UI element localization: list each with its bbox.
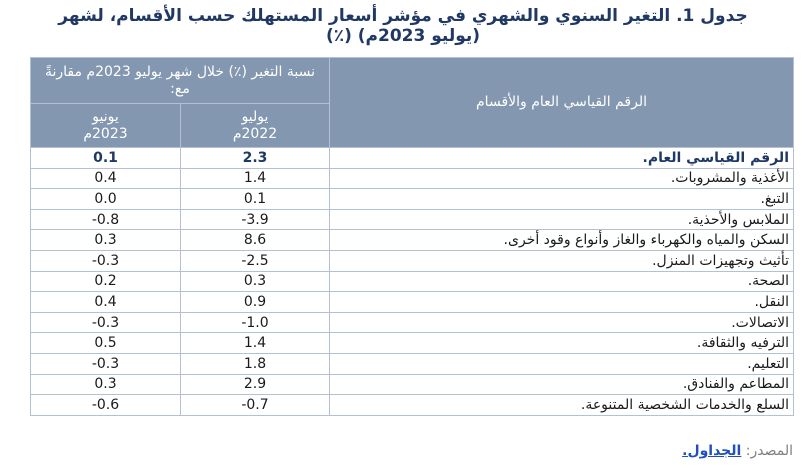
row-label: السكن والمياه والكهرباء والغاز وأنواع وق… bbox=[329, 229, 794, 251]
row-label: الاتصالات. bbox=[329, 311, 794, 334]
cell-value: 8.6 bbox=[180, 229, 330, 251]
cell-value: -0.8 bbox=[30, 208, 181, 231]
table-row: السكن والمياه والكهرباء والغاز وأنواع وق… bbox=[30, 229, 794, 251]
table-row: الرقم القياسي العام. 2.3 0.1 bbox=[30, 147, 794, 169]
row-label: تأثيث وتجهيزات المنزل. bbox=[329, 249, 794, 272]
cell-value: -0.6 bbox=[30, 394, 181, 416]
cell-value: 0.1 bbox=[180, 188, 330, 210]
table-row: التبغ. 0.1 0.0 bbox=[30, 188, 794, 210]
row-label: الأغذية والمشروبات. bbox=[329, 167, 794, 190]
cell-value: 1.4 bbox=[180, 167, 330, 190]
cell-value: -0.3 bbox=[30, 311, 181, 334]
table-row: التعليم. 1.8 -0.3 bbox=[30, 352, 794, 375]
table-row: تأثيث وتجهيزات المنزل. -2.5 -0.3 bbox=[30, 249, 794, 272]
cell-value: -3.9 bbox=[180, 208, 330, 231]
source-link[interactable]: الجداول. bbox=[682, 443, 742, 459]
cell-value: 0.1 bbox=[30, 147, 181, 169]
table-row: الصحة. 0.3 0.2 bbox=[30, 270, 794, 293]
table-body: الرقم القياسي العام. 2.3 0.1 الأغذية والمشر… bbox=[30, 147, 794, 416]
row-label: السلع والخدمات الشخصية المتنوعة. bbox=[329, 394, 794, 416]
row-label: المطاعم والفنادق. bbox=[329, 373, 794, 396]
group-header: نسبة التغير (٪) خلال شهر يوليو 2023م مقا… bbox=[30, 57, 330, 104]
cell-value: 0.0 bbox=[30, 188, 181, 210]
source: المصدر: الجداول. bbox=[682, 443, 793, 459]
cell-value: 1.8 bbox=[180, 352, 330, 375]
column-header: الرقم القياسي العام والأقسام bbox=[329, 57, 794, 148]
cell-value: 2.3 bbox=[180, 147, 330, 169]
row-label: الرقم القياسي العام. bbox=[329, 147, 794, 169]
data-table: الرقم القياسي العام والأقسام نسبة التغير… bbox=[30, 57, 794, 416]
cell-value: 0.4 bbox=[30, 167, 181, 190]
table-row: الملابس والأحذية. -3.9 -0.8 bbox=[30, 208, 794, 231]
table-row: السلع والخدمات الشخصية المتنوعة. -0.7 -0.6 bbox=[30, 394, 794, 416]
row-label: التعليم. bbox=[329, 352, 794, 375]
table-row: الأغذية والمشروبات. 1.4 0.4 bbox=[30, 167, 794, 190]
cell-value: 2.9 bbox=[180, 373, 330, 396]
column-header: يونيو 2023م bbox=[30, 103, 181, 148]
cell-value: 0.3 bbox=[180, 270, 330, 293]
title: جدول 1. التغير السنوي والشهري في مؤشر أس… bbox=[13, 6, 793, 46]
table-row: النقل. 0.9 0.4 bbox=[30, 291, 794, 313]
row-label: الصحة. bbox=[329, 270, 794, 293]
row-label: الملابس والأحذية. bbox=[329, 208, 794, 231]
cell-value: 0.4 bbox=[30, 291, 181, 313]
table-row: الاتصالات. -1.0 -0.3 bbox=[30, 311, 794, 334]
cell-value: -2.5 bbox=[180, 249, 330, 272]
row-label: النقل. bbox=[329, 291, 794, 313]
row-label: الترفيه والثقافة. bbox=[329, 332, 794, 354]
source-label: المصدر: bbox=[745, 443, 793, 459]
title-line: (يوليو 2023م) (٪) bbox=[325, 26, 481, 46]
table-row: المطاعم والفنادق. 2.9 0.3 bbox=[30, 373, 794, 396]
cell-value: 0.5 bbox=[30, 332, 181, 354]
cell-value: 1.4 bbox=[180, 332, 330, 354]
column-header: يوليو 2022م bbox=[180, 103, 330, 148]
title-line: جدول 1. التغير السنوي والشهري في مؤشر أس… bbox=[58, 6, 748, 26]
cell-value: -0.7 bbox=[180, 394, 330, 416]
cell-value: 0.3 bbox=[30, 229, 181, 251]
cell-value: -0.3 bbox=[30, 352, 181, 375]
cell-value: -0.3 bbox=[30, 249, 181, 272]
cell-value: 0.2 bbox=[30, 270, 181, 293]
row-label: التبغ. bbox=[329, 188, 794, 210]
cell-value: -1.0 bbox=[180, 311, 330, 334]
table-row: الترفيه والثقافة. 1.4 0.5 bbox=[30, 332, 794, 354]
cell-value: 0.3 bbox=[30, 373, 181, 396]
cell-value: 0.9 bbox=[180, 291, 330, 313]
